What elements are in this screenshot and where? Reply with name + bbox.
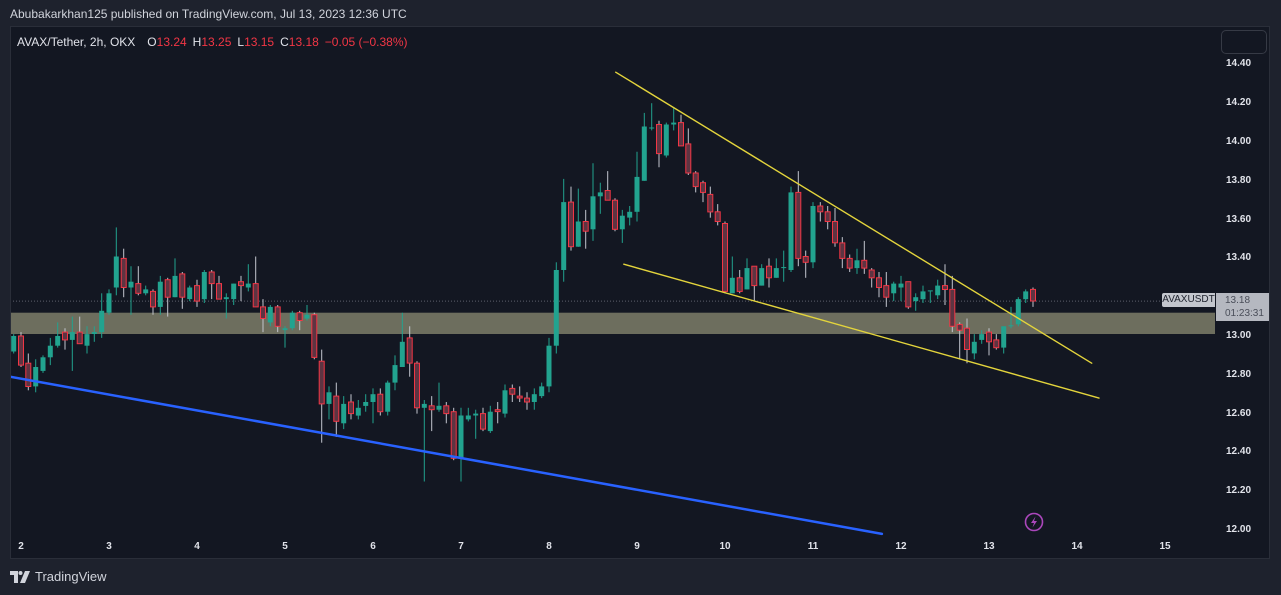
chart-settings-button[interactable] (1221, 30, 1267, 54)
time-tick: 9 (634, 541, 640, 552)
footer-brand[interactable]: TradingView (10, 569, 107, 584)
price-tick: 13.60 (1226, 213, 1252, 225)
symbol-price-label: AVAXUSDT (1162, 293, 1215, 307)
price-tick: 12.40 (1226, 446, 1252, 458)
price-tick: 13.00 (1226, 330, 1252, 341)
price-tick: 14.20 (1226, 97, 1252, 109)
close-value: 13.18 (288, 35, 319, 49)
tradingview-logo-icon (10, 570, 30, 583)
price-tick: 14.00 (1226, 136, 1252, 147)
time-tick: 11 (807, 541, 819, 552)
price-tick: 13.80 (1226, 174, 1252, 186)
time-tick: 15 (1159, 541, 1171, 552)
price-tick: 12.60 (1226, 407, 1252, 419)
time-tick: 10 (719, 541, 731, 552)
last-price-label: 13.18 01:23:31 (1216, 293, 1269, 321)
price-axis[interactable]: 14.40 14.20 14.00 13.80 13.60 13.40 13.00 12.80… (1215, 27, 1270, 559)
bar-countdown: 01:23:31 (1225, 308, 1264, 319)
close-label: C (280, 35, 289, 49)
time-tick: 2 (18, 541, 24, 552)
price-tick: 12.80 (1226, 368, 1252, 380)
time-tick: 6 (370, 541, 376, 552)
ohlc-legend: AVAX/Tether, 2h, OKX O 13.24 H 13.25 L 1… (17, 35, 408, 49)
time-tick: 13 (983, 541, 995, 552)
time-tick: 7 (458, 541, 464, 552)
time-axis[interactable]: 2 3 4 5 6 7 8 9 10 11 12 13 14 15 (10, 537, 1215, 557)
low-value: 13.15 (244, 35, 275, 49)
price-tick: 14.40 (1226, 58, 1252, 70)
price-tick: 13.40 (1226, 252, 1252, 264)
time-tick: 12 (895, 541, 907, 552)
time-tick: 3 (106, 541, 112, 552)
price-tick: 12.20 (1226, 485, 1252, 497)
time-tick: 8 (546, 541, 552, 552)
high-value: 13.25 (201, 35, 232, 49)
price-tick: 12.00 (1226, 524, 1252, 535)
time-tick: 14 (1071, 541, 1083, 552)
brand-name: TradingView (35, 569, 107, 584)
change-value: −0.05 (−0.38%) (324, 35, 408, 49)
time-tick: 5 (282, 541, 288, 552)
last-price-value: 13.18 (1225, 295, 1251, 306)
chart-pane[interactable] (10, 26, 1270, 559)
open-value: 13.24 (156, 35, 187, 49)
open-label: O (147, 35, 157, 49)
low-label: L (237, 35, 245, 49)
symbol-title[interactable]: AVAX/Tether, 2h, OKX (17, 35, 136, 49)
publisher-line: Abubakarkhan125 published on TradingView… (10, 7, 407, 21)
high-label: H (192, 35, 202, 49)
time-tick: 4 (194, 541, 200, 552)
